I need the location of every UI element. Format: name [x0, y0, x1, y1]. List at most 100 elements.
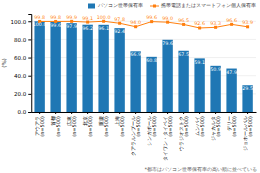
tick: ウラジオストク(n=500): [178, 112, 190, 151]
data-label: 96.1: [98, 26, 109, 31]
tick-label: ムンバイ(n=500): [194, 116, 206, 137]
data-label: 99.8: [34, 15, 45, 20]
data-label: 93.9: [242, 20, 253, 25]
tick: 100.0: [11, 19, 32, 25]
tick-mark: [183, 112, 184, 114]
grid-line: [31, 93, 256, 94]
marker: [86, 21, 89, 24]
tick-label: シンガポール(n=500): [146, 116, 158, 146]
tick-label: ウラジオストク(n=500): [178, 116, 190, 151]
bar-series: [34, 21, 252, 112]
tick-mark: [87, 112, 88, 114]
bar: [194, 58, 204, 112]
tick: デリー(n=500): [226, 112, 238, 137]
data-label: 99.1: [82, 16, 93, 21]
axis-line: [32, 112, 257, 113]
y-axis: 0.020.040.060.080.0100.0: [11, 15, 32, 116]
bar: [50, 22, 60, 112]
tick-label: アウアラ(n=500): [34, 116, 46, 137]
bar: [162, 40, 172, 112]
tick-mark: [28, 112, 31, 113]
tick-mark: [28, 76, 31, 77]
bar: [178, 51, 188, 112]
tick-mark: [28, 58, 31, 59]
tick-mark: [28, 94, 31, 95]
data-label: 93.3: [210, 21, 221, 26]
tick-label: ジョホールバル(n=500): [242, 116, 254, 151]
grid-line: [31, 112, 256, 113]
tick-mark: [247, 112, 248, 114]
data-label: 92.4: [114, 29, 125, 34]
data-label: 97.8: [114, 17, 125, 22]
data-label: 29.5: [242, 86, 253, 91]
bar: [82, 25, 92, 112]
tick-mark: [119, 112, 120, 114]
legend-item: パソコン世帯保有率: [88, 2, 143, 8]
grid-line: [31, 39, 256, 40]
tick: シンガポール(n=500): [146, 112, 158, 146]
marker: [118, 22, 121, 25]
tick: 60.0: [14, 55, 31, 61]
tick-mark: [167, 112, 168, 114]
marker: [134, 25, 137, 28]
tick-mark: [231, 112, 232, 114]
bar: [242, 85, 252, 112]
y-axis-title: (%): [1, 58, 7, 68]
bar: [210, 66, 220, 112]
data-label: 66.9: [130, 52, 141, 57]
bar: [114, 28, 124, 112]
tick-label: 広東(n=500): [66, 116, 78, 137]
tick-label: デリー(n=500): [226, 116, 238, 137]
tick-mark: [199, 112, 200, 114]
grid: [31, 21, 256, 112]
bar: [98, 25, 108, 112]
data-label: 50.9: [210, 67, 221, 72]
tick: 40.0: [14, 73, 31, 79]
tick-mark: [151, 112, 152, 114]
data-label: 99.6: [50, 23, 61, 28]
data-label: 60.8: [146, 58, 157, 63]
data-label: 47.9: [226, 70, 237, 75]
data-labels: 100.099.697.996.296.192.466.960.879.667.…: [33, 15, 253, 92]
data-label: 96.2: [82, 26, 93, 31]
data-label: 79.6: [162, 41, 173, 46]
tick: 重慶(n=500): [98, 112, 110, 137]
marker: [214, 26, 217, 29]
data-label: 99.0: [162, 16, 173, 21]
tick-label: 首都(n=500): [50, 116, 62, 137]
grid-line: [31, 57, 256, 58]
legend-item: 携帯電話またはスマートフォン個人保有率: [150, 2, 256, 8]
tick-mark: [39, 112, 40, 114]
legend-swatch: [150, 6, 159, 7]
tick: ジャカルタ(n=500): [210, 112, 222, 141]
tick: 首都(n=500): [50, 112, 62, 137]
tick: 20.0: [14, 91, 31, 97]
tick-mark: [135, 112, 136, 114]
marker: [182, 23, 185, 26]
tick: 北京(n=500): [82, 112, 94, 137]
bar: [226, 69, 236, 112]
marker: [198, 26, 201, 29]
tick-label: 重慶(n=500): [98, 116, 110, 137]
marker: [102, 20, 105, 23]
tick: ジョホールバル(n=500): [242, 112, 254, 151]
tick-label: 40.0: [14, 73, 27, 79]
data-label: 99.8: [50, 15, 61, 20]
legend-swatch: [88, 4, 95, 9]
tick-label: クアラルンプール(n=500): [130, 116, 142, 156]
bar: [130, 51, 140, 112]
data-label: 99.9: [66, 15, 77, 20]
data-label: 96.5: [178, 18, 189, 23]
grid-line: [31, 75, 256, 76]
data-label: 97.9: [66, 24, 77, 29]
legend: パソコン世帯保有率 携帯電話またはスマートフォン個人保有率: [88, 2, 256, 8]
tick-label: 0.0: [18, 109, 27, 115]
tick-label: ジャカルタ(n=500): [210, 116, 222, 141]
plot-marks: [34, 20, 252, 112]
legend-label: 携帯電話またはスマートフォン個人保有率: [161, 2, 256, 8]
tick: 上海(n=500): [114, 112, 126, 137]
chart-container: 0.020.040.060.080.0100.0(%)アウアラ(n=500)首都…: [0, 0, 260, 173]
data-label: 59.1: [194, 60, 205, 65]
x-axis: アウアラ(n=500) 首都(n=500) 広東(n=500) 北京(n=500) 重慶…: [32, 112, 257, 161]
legend-marker: [153, 5, 156, 8]
